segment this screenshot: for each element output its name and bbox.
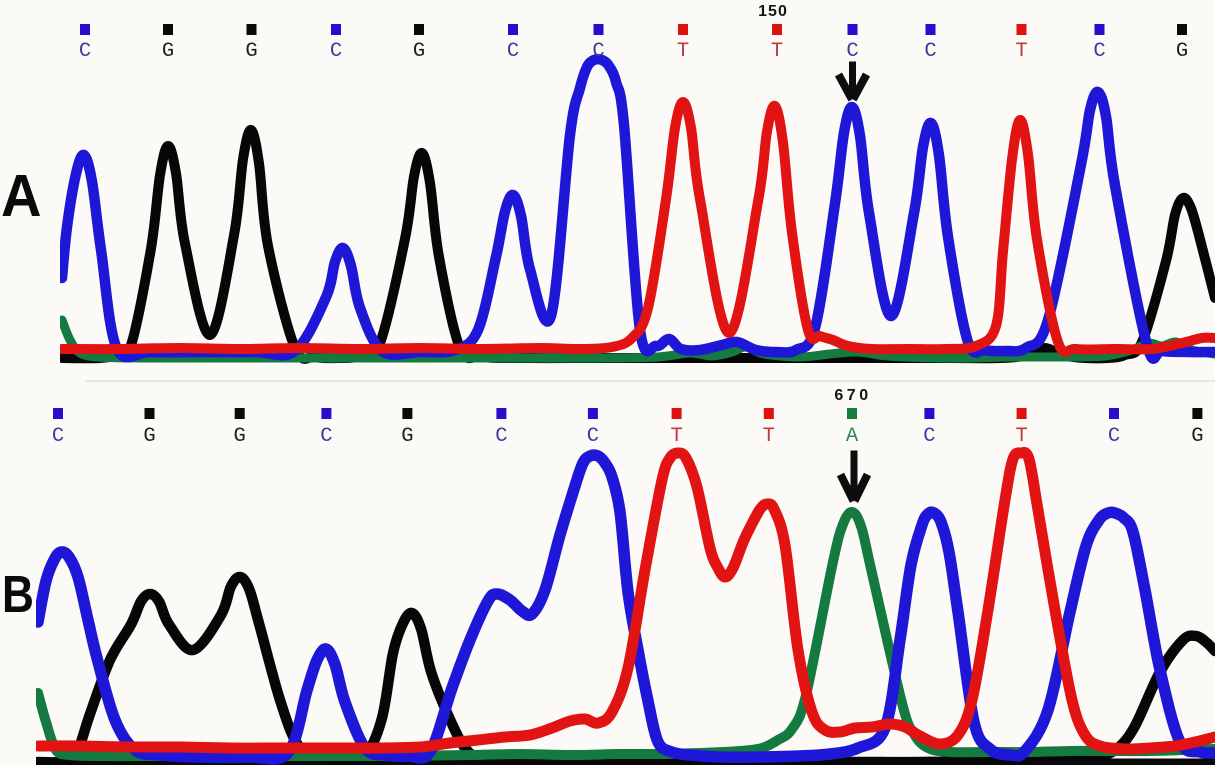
svg-text:C: C bbox=[507, 40, 519, 63]
svg-text:T: T bbox=[771, 40, 783, 63]
svg-text:G: G bbox=[245, 40, 257, 63]
svg-text:T: T bbox=[1015, 425, 1027, 448]
svg-text:C: C bbox=[320, 425, 332, 448]
svg-text:C: C bbox=[52, 425, 64, 448]
svg-text:C: C bbox=[924, 40, 936, 63]
svg-text:670: 670 bbox=[834, 387, 871, 404]
svg-text:T: T bbox=[1015, 40, 1027, 63]
svg-text:A: A bbox=[846, 425, 859, 448]
svg-text:T: T bbox=[763, 425, 775, 448]
svg-text:C: C bbox=[330, 40, 342, 63]
svg-text:G: G bbox=[401, 425, 413, 448]
svg-text:G: G bbox=[1176, 40, 1188, 63]
svg-text:G: G bbox=[413, 40, 425, 63]
svg-text:G: G bbox=[234, 425, 246, 448]
svg-text:C: C bbox=[592, 40, 604, 63]
svg-text:B: B bbox=[2, 566, 34, 624]
svg-text:G: G bbox=[143, 425, 155, 448]
svg-text:T: T bbox=[670, 425, 682, 448]
svg-text:C: C bbox=[587, 425, 599, 448]
svg-text:C: C bbox=[495, 425, 507, 448]
svg-text:C: C bbox=[79, 40, 91, 63]
svg-text:T: T bbox=[677, 40, 689, 63]
svg-text:G: G bbox=[1191, 425, 1203, 448]
svg-text:A: A bbox=[1, 164, 41, 230]
svg-text:C: C bbox=[923, 425, 935, 448]
svg-text:C: C bbox=[846, 40, 858, 63]
svg-text:150: 150 bbox=[758, 3, 788, 20]
svg-text:C: C bbox=[1108, 425, 1120, 448]
svg-text:C: C bbox=[1093, 40, 1105, 63]
svg-text:G: G bbox=[162, 40, 174, 63]
